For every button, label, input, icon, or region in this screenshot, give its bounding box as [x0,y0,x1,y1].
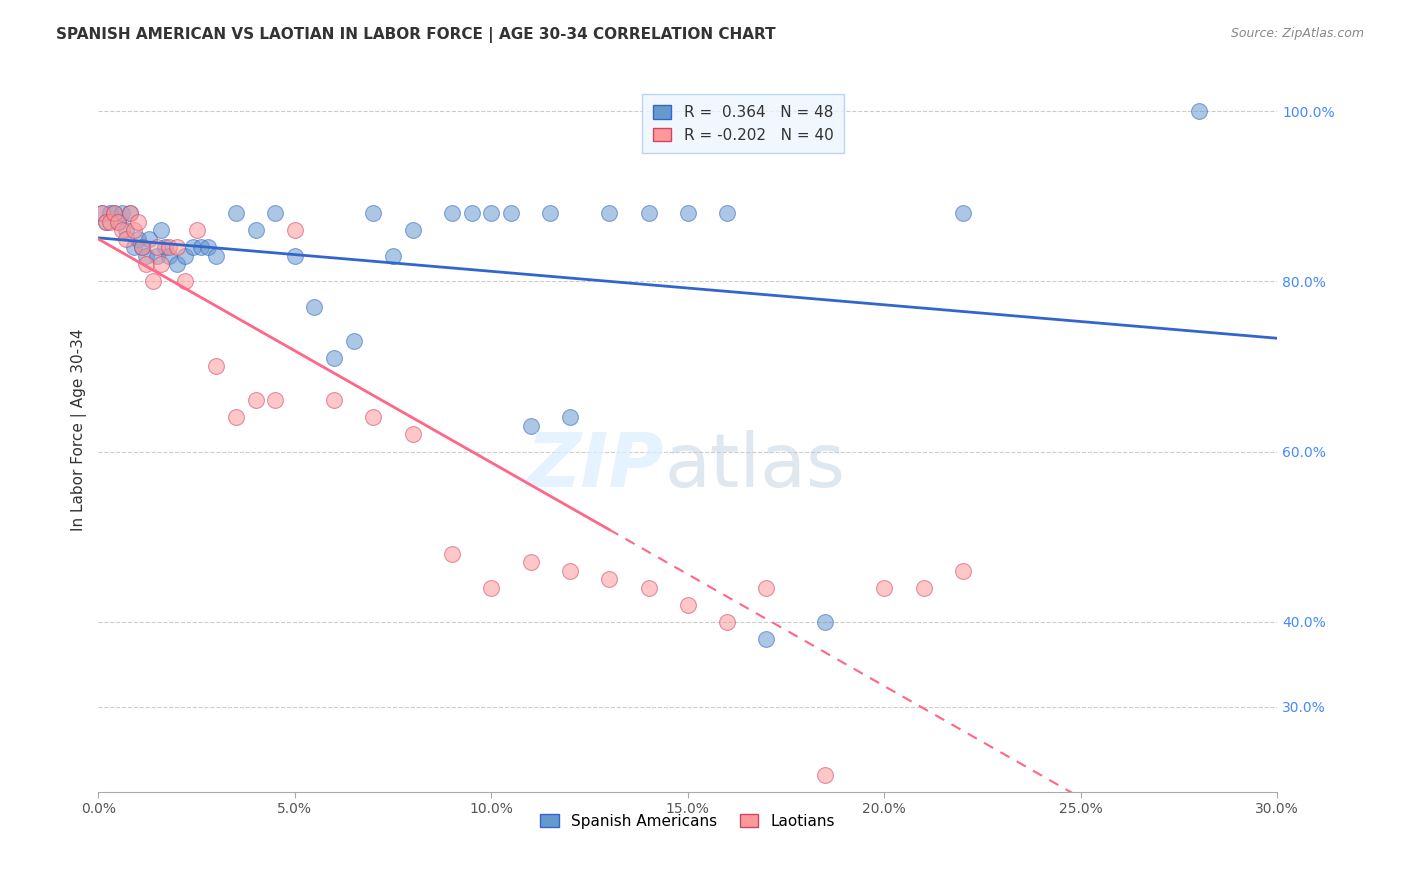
Point [676,598,699,612]
Point [343,334,366,348]
Point [127,232,149,246]
Point [146,240,169,254]
Point [479,581,502,595]
Point [323,393,346,408]
Point [150,223,173,237]
Text: SPANISH AMERICAN VS LAOTIAN IN LABOR FORCE | AGE 30-34 CORRELATION CHART: SPANISH AMERICAN VS LAOTIAN IN LABOR FOR… [56,27,776,43]
Point [91,206,114,220]
Point [598,572,620,586]
Point [1188,104,1211,119]
Point [558,410,581,425]
Point [115,232,138,246]
Point [153,240,176,254]
Point [134,249,156,263]
Point [245,393,267,408]
Point [637,206,659,220]
Point [103,206,125,220]
Point [460,206,482,220]
Point [382,249,405,263]
Point [98,206,121,220]
Point [323,351,346,365]
Point [205,249,228,263]
Point [98,215,121,229]
Point [558,564,581,578]
Point [519,419,541,434]
Point [755,632,778,646]
Point [440,206,463,220]
Point [205,359,228,374]
Point [103,206,125,220]
Point [111,223,134,237]
Point [111,206,134,220]
Point [107,215,129,229]
Point [637,581,659,595]
Point [190,240,212,254]
Point [118,206,141,220]
Point [264,393,287,408]
Point [952,564,974,578]
Point [118,206,141,220]
Point [173,249,195,263]
Y-axis label: In Labor Force | Age 30-34: In Labor Force | Age 30-34 [72,329,87,532]
Point [912,581,935,595]
Point [873,581,896,595]
Point [96,215,118,229]
Point [91,206,114,220]
Point [716,615,738,629]
Point [952,206,974,220]
Point [479,206,502,220]
Point [115,223,138,237]
Point [197,240,219,254]
Point [245,223,267,237]
Text: Source: ZipAtlas.com: Source: ZipAtlas.com [1230,27,1364,40]
Point [122,223,145,237]
Point [186,223,208,237]
Point [173,274,195,288]
Point [676,206,699,220]
Point [181,240,204,254]
Point [142,274,165,288]
Point [138,232,160,246]
Point [304,300,326,314]
Point [598,206,620,220]
Point [225,410,247,425]
Point [107,215,129,229]
Point [131,240,153,254]
Point [157,249,180,263]
Point [131,240,153,254]
Point [157,240,180,254]
Point [146,249,169,263]
Point [284,249,307,263]
Point [814,615,837,629]
Point [264,206,287,220]
Point [814,768,837,782]
Point [96,215,118,229]
Point [716,206,738,220]
Point [150,257,173,271]
Point [440,547,463,561]
Point [402,223,425,237]
Legend: Spanish Americans, Laotians: Spanish Americans, Laotians [534,807,841,835]
Point [363,206,385,220]
Point [122,240,145,254]
Point [402,427,425,442]
Point [127,215,149,229]
Point [166,257,188,271]
Point [134,257,156,271]
Point [519,555,541,569]
Text: atlas: atlas [664,430,845,503]
Point [538,206,561,220]
Point [755,581,778,595]
Text: ZIP: ZIP [527,430,664,503]
Point [499,206,522,220]
Point [363,410,385,425]
Point [225,206,247,220]
Point [166,240,188,254]
Point [284,223,307,237]
